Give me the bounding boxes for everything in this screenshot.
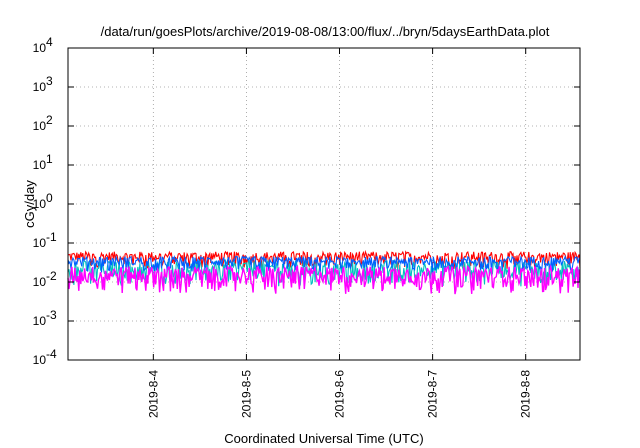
series-line: [67, 255, 581, 274]
y-tick-exponent: 2: [46, 113, 53, 127]
y-tick-exponent: 3: [46, 74, 53, 88]
series-line: [67, 264, 581, 295]
chart-title: /data/run/goesPlots/archive/2019-08-08/1…: [101, 24, 550, 39]
y-tick-label: 10: [33, 197, 47, 211]
y-tick-exponent: -4: [46, 347, 57, 361]
y-tick-label: 10: [33, 80, 47, 94]
y-tick-exponent: 4: [46, 35, 53, 49]
x-tick-label: 2019-8-6: [333, 370, 347, 418]
series-line: [67, 249, 581, 270]
x-axis: 2019-8-4 2019-8-5 2019-8-6 2019-8-7 2019-8-8: [146, 48, 533, 418]
y-tick-label: 10: [33, 314, 47, 328]
x-axis-label: Coordinated Universal Time (UTC): [224, 431, 423, 446]
x-tick-label: 2019-8-8: [519, 370, 533, 418]
y-tick-label: 10: [33, 41, 47, 55]
x-tick-label: 2019-8-4: [146, 370, 160, 418]
x-tick-label: 2019-8-5: [239, 370, 253, 418]
y-tick-exponent: 1: [46, 152, 53, 166]
y-tick-label: 10: [33, 158, 47, 172]
series-group: [67, 249, 581, 295]
y-tick-label: 10: [33, 119, 47, 133]
y-tick-exponent: 0: [46, 191, 53, 205]
y-tick-exponent: -3: [46, 308, 57, 322]
y-tick-label: 10: [33, 275, 47, 289]
y-tick-label: 10: [33, 353, 47, 367]
y-axis-label: cGy/day: [22, 180, 37, 228]
x-tick-label: 2019-8-7: [426, 370, 440, 418]
y-tick-exponent: -2: [46, 269, 57, 283]
y-tick-label: 10: [33, 236, 47, 250]
y-tick-exponent: -1: [46, 230, 57, 244]
grid: [68, 48, 580, 360]
